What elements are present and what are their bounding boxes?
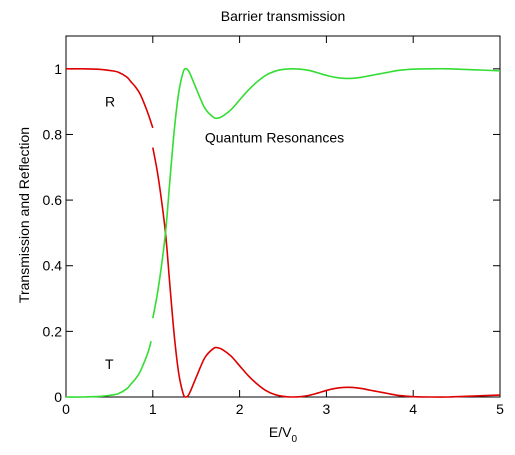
plot-frame — [65, 35, 501, 398]
x-tick-label: 2 — [236, 401, 244, 417]
annotation-layer: R T Quantum Resonances — [105, 94, 344, 373]
annotation-label: T — [105, 356, 114, 372]
x-tick-label: 1 — [149, 401, 157, 417]
y-tick-label: 0.8 — [43, 126, 63, 142]
x-axis-label-main: E/V — [269, 424, 292, 440]
reflection-curve-segment — [65, 67, 154, 129]
y-axis-label: Transmission and Reflection — [16, 127, 32, 303]
reflection-curve — [65, 67, 501, 398]
x-tick-label: 3 — [323, 401, 331, 417]
series-layer — [65, 67, 501, 398]
x-tick-label: 5 — [496, 401, 504, 417]
y-tick-label: 0 — [54, 389, 62, 405]
y-tick-label: 1 — [54, 61, 62, 77]
transmission-curve-segment — [152, 67, 501, 319]
annotation-label: Quantum Resonances — [205, 130, 344, 146]
plot-border — [65, 35, 501, 398]
annotation-label: R — [105, 94, 115, 110]
x-axis-label-subscript: 0 — [292, 434, 298, 445]
y-tick-label: 0.2 — [43, 323, 63, 339]
x-axis-label: E/V0 — [269, 424, 298, 445]
axis-ticks: 0 1 2 3 4 5 0 0.2 0.4 0.6 0.8 1 — [43, 36, 504, 417]
transmission-curve — [65, 67, 501, 398]
y-tick-label: 0.4 — [43, 258, 63, 274]
x-tick-label: 0 — [62, 401, 70, 417]
x-tick-label: 4 — [409, 401, 417, 417]
y-tick-label: 0.6 — [43, 192, 63, 208]
reflection-curve-segment — [152, 147, 501, 398]
transmission-curve-segment — [65, 341, 152, 398]
chart-title: Barrier transmission — [221, 8, 345, 24]
